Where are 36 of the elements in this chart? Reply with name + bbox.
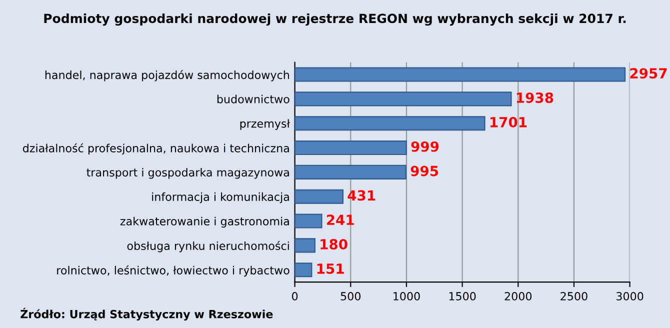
data-label: 2957 <box>630 68 667 79</box>
bar <box>294 214 322 228</box>
y-tick-label: transport i gospodarka magazynowa <box>86 168 289 179</box>
y-tick-label: przemysł <box>240 119 290 130</box>
bar <box>294 67 626 82</box>
bar <box>294 262 312 278</box>
bar <box>294 92 512 106</box>
x-tick-label: 500 <box>340 292 360 300</box>
y-tick-label: handel, naprawa pojazdów samochodowych <box>45 70 289 82</box>
y-tick-label: budownictwo <box>217 94 290 104</box>
data-label: 180 <box>320 238 348 250</box>
data-label: 1701 <box>490 116 527 128</box>
text: Źródło: Urząd Statystyczny w Rzeszowie <box>20 308 273 321</box>
x-tick-label: 2500 <box>560 292 588 300</box>
x-tick-label: 1000 <box>394 292 420 300</box>
data-label: 1938 <box>516 92 554 103</box>
x-tick-label: 0 <box>292 292 298 300</box>
bar <box>294 238 316 253</box>
y-tick-label: rolnictwo, leśnictwo, łowiectwo i rybactwo <box>57 265 290 277</box>
chart-title: Podmioty gospodarki narodowej w rejestrze REGON wg wybranych sekcji w 2017 r. <box>44 13 626 26</box>
data-label: 151 <box>317 264 344 274</box>
x-tick-label: 2000 <box>504 292 532 300</box>
data-label: 999 <box>411 141 439 152</box>
bar <box>294 189 344 204</box>
data-label: 431 <box>348 190 376 201</box>
bar <box>294 116 486 131</box>
y-tick-label: zakwaterowanie i gastronomia <box>120 216 289 228</box>
bar <box>294 164 406 180</box>
data-label: 241 <box>326 214 354 225</box>
y-tick-label: informacja i komunikacja <box>152 192 289 204</box>
bar <box>294 140 407 156</box>
x-tick-label: 3000 <box>616 292 644 300</box>
y-tick-label: działalność profesjonalna, naukowa i techniczna <box>22 143 289 155</box>
y-tick-label: obsługa rynku nieruchomości <box>127 241 289 252</box>
data-label: 995 <box>410 166 438 176</box>
x-tick-label: 1500 <box>449 292 476 300</box>
